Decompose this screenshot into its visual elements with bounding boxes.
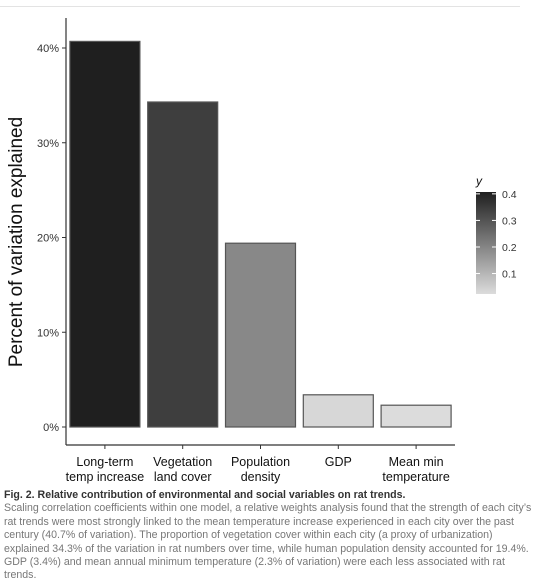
top-divider bbox=[0, 6, 520, 7]
x-tick-label-2: Population density bbox=[231, 455, 290, 484]
figure-caption-title: Fig. 2. Relative contribution of environ… bbox=[4, 489, 406, 501]
legend-colorbar bbox=[476, 192, 496, 294]
x-tick-label-3: GDP bbox=[325, 455, 352, 469]
color-legend: y 0.4 0.3 0.2 0.1 bbox=[475, 174, 517, 294]
bar-3 bbox=[302, 394, 374, 428]
x-tick-label-1: Vegetation land cover bbox=[153, 455, 212, 484]
legend-tick-label-2: 0.2 bbox=[502, 242, 517, 254]
bar-4 bbox=[380, 404, 452, 428]
y-axis-label: Percent of variation explained bbox=[6, 117, 27, 367]
legend-tick-label-0: 0.4 bbox=[502, 189, 517, 201]
figure-caption: Fig. 2. Relative contribution of environ… bbox=[4, 489, 540, 583]
bars-group bbox=[69, 40, 452, 428]
bar-chart: 0% 10% 20% 30% 40% Long-term temp increase Veg… bbox=[6, 18, 517, 484]
y-tick-label-0: 0% bbox=[43, 422, 59, 434]
y-tick-label-4: 40% bbox=[37, 43, 59, 55]
x-tick-label-0: Long-term temp increase bbox=[66, 455, 145, 484]
x-tick-label-4: Mean min temperature bbox=[382, 455, 449, 484]
bar-1 bbox=[147, 101, 219, 428]
y-tick-label-1: 10% bbox=[37, 327, 59, 339]
bar-2 bbox=[224, 242, 297, 428]
legend-title: y bbox=[475, 174, 483, 188]
x-axis: Long-term temp increase Vegetation land cov… bbox=[66, 444, 455, 484]
figure-caption-body: Scaling correlation coefficients within … bbox=[4, 502, 532, 582]
legend-tick-label-1: 0.3 bbox=[502, 215, 517, 227]
legend-tick-label-3: 0.1 bbox=[502, 269, 517, 281]
y-tick-label-3: 30% bbox=[37, 138, 59, 150]
bar-0 bbox=[69, 40, 141, 428]
y-tick-label-2: 20% bbox=[37, 233, 59, 245]
y-axis: 0% 10% 20% 30% 40% bbox=[37, 18, 67, 445]
